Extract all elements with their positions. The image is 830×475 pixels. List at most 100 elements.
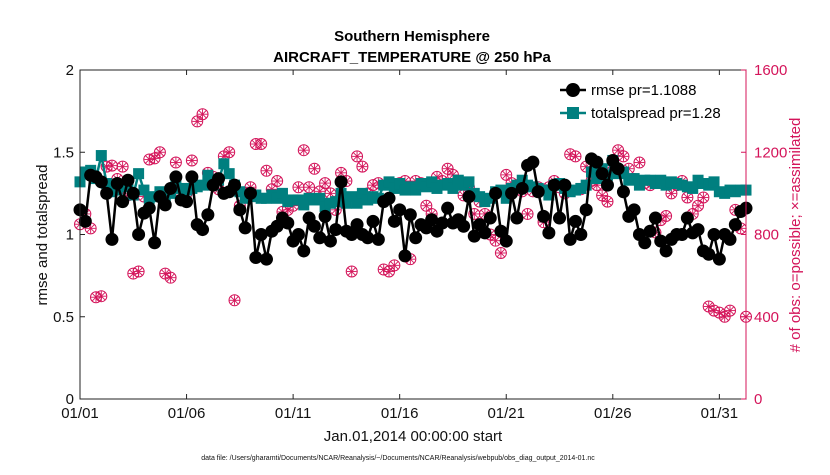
rmse-point — [132, 228, 146, 241]
rmse-point — [563, 232, 577, 246]
obs-assimilated-point — [133, 266, 144, 277]
rmse-point — [148, 236, 162, 250]
totalspread-point — [298, 199, 310, 211]
obs-assimilated-point — [597, 190, 608, 201]
obs-possible-point — [260, 164, 273, 177]
rmse-point — [638, 236, 652, 250]
rmse-point — [515, 181, 529, 195]
obs-assimilated-point — [336, 167, 347, 178]
rmse-series — [73, 152, 753, 266]
rmse-point — [435, 216, 449, 230]
obs-assimilated-point — [90, 292, 101, 303]
rmse-point — [457, 219, 471, 233]
legend-totalspread-marker — [567, 107, 579, 119]
rmse-point — [537, 209, 551, 223]
totalspread-point — [218, 158, 230, 170]
x-tick-label: 01/26 — [594, 405, 632, 422]
obs-possible-point — [697, 191, 710, 204]
obs-assimilated-point — [192, 116, 203, 127]
totalspread-point — [580, 179, 592, 191]
obs-possible-point — [185, 154, 198, 167]
y-tick-label-right: 400 — [754, 309, 779, 326]
marks-layer — [73, 108, 753, 323]
totalspread-point — [410, 184, 422, 196]
chart-title: Southern Hemisphere — [334, 28, 490, 45]
rmse-point — [675, 228, 689, 241]
obs-assimilated-point — [384, 266, 395, 277]
rmse-point — [643, 224, 657, 238]
rmse-point — [201, 208, 215, 222]
totalspread-point — [133, 168, 145, 180]
rmse-point — [212, 172, 226, 186]
obs-assimilated-point — [309, 163, 320, 174]
obs-assimilated-point — [298, 145, 309, 156]
obs-assimilated-point — [346, 266, 357, 277]
obs-assimilated-point — [186, 155, 197, 166]
rmse-point — [281, 216, 295, 230]
rmse-point — [627, 203, 641, 217]
obs-assimilated-point — [154, 147, 165, 158]
obs-assimilated-point — [170, 157, 181, 168]
totalspread-point — [628, 173, 640, 185]
y-tick-label-left: 0.5 — [53, 309, 74, 326]
rmse-point — [164, 181, 178, 195]
obs-possible-point — [521, 207, 534, 220]
obs-assimilated-point — [229, 295, 240, 306]
obs-assimilated-point — [378, 264, 389, 275]
legend-rmse-marker — [566, 83, 580, 97]
rmse-point — [142, 201, 156, 215]
rmse-point — [291, 228, 305, 241]
obs-possible-point — [345, 265, 358, 278]
totalspread-point — [543, 189, 555, 201]
obs-possible-point — [319, 177, 332, 190]
rmse-point — [249, 251, 263, 265]
totalspread-point — [394, 178, 406, 190]
rmse-point — [116, 195, 130, 209]
rmse-point — [387, 214, 401, 228]
obs-assimilated-point — [352, 151, 363, 162]
obs-assimilated-point — [256, 139, 267, 150]
rmse-point — [489, 186, 503, 200]
obs-assimilated-point — [117, 161, 128, 172]
obs-assimilated-point — [272, 176, 283, 187]
y-tick-label-right: 800 — [754, 227, 779, 244]
rmse-point — [579, 203, 593, 217]
rmse-point — [590, 155, 604, 169]
obs-possible-point — [169, 156, 182, 169]
totalspread-point — [484, 192, 496, 204]
rmse-point — [526, 155, 540, 169]
rmse-point — [505, 186, 519, 200]
rmse-point — [185, 170, 199, 184]
rmse-point — [542, 226, 556, 240]
rmse-point — [531, 185, 545, 199]
rmse-point — [654, 234, 668, 248]
legend-box — [555, 77, 743, 125]
chart-subtitle: AIRCRAFT_TEMPERATURE @ 250 hPa — [273, 49, 551, 66]
totalspread-point — [447, 182, 459, 194]
x-tick-label: 01/21 — [487, 405, 525, 422]
totalspread-point — [314, 192, 326, 204]
obs-possible-point — [271, 175, 284, 188]
rmse-point — [409, 231, 423, 245]
obs-possible-point — [388, 259, 401, 272]
rmse-point — [723, 232, 737, 246]
rmse-point — [180, 195, 194, 209]
obs-possible-point — [116, 160, 129, 173]
obs-assimilated-point — [293, 182, 304, 193]
obs-assimilated-point — [149, 153, 160, 164]
x-tick-label: 01/16 — [381, 405, 419, 422]
obs-assimilated-point — [96, 291, 107, 302]
rmse-point — [659, 244, 673, 258]
rmse-point — [707, 228, 721, 241]
obs-assimilated-point — [565, 149, 576, 160]
rmse-point — [158, 198, 172, 212]
rmse-point — [478, 226, 492, 240]
totalspread-point — [687, 182, 699, 194]
rmse-point — [361, 231, 375, 245]
obs-assimilated-point — [442, 163, 453, 174]
rmse-point — [110, 177, 124, 191]
rmse-point — [334, 175, 348, 189]
obs-assimilated-point — [357, 161, 368, 172]
